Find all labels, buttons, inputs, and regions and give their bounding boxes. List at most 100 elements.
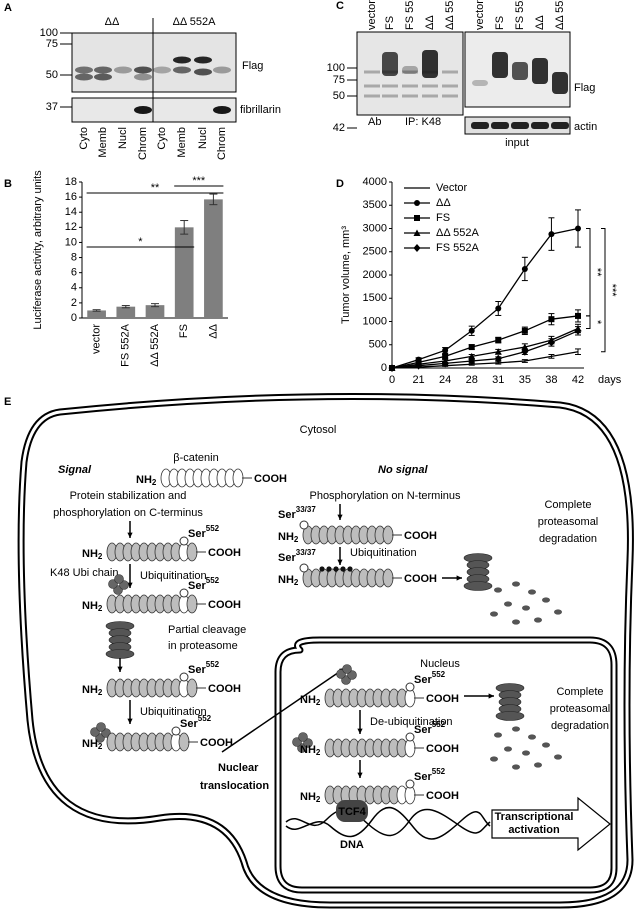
ubiquitin — [342, 664, 352, 674]
point — [521, 265, 528, 272]
marker-label: 50 — [46, 69, 58, 81]
label: β-catenin — [173, 452, 218, 464]
y-tick-label: 3500 — [363, 199, 387, 211]
series-line — [391, 315, 579, 369]
note: IP: K48 — [405, 116, 441, 128]
label-sub: 2 — [98, 604, 103, 613]
label: COOH — [208, 599, 241, 611]
blot — [71, 97, 237, 123]
lane-label: ΔΔ 552A — [444, 0, 456, 30]
label: NH2 — [300, 694, 321, 707]
significance-bracket — [586, 315, 591, 329]
band — [194, 56, 212, 64]
band — [94, 73, 112, 81]
band — [382, 94, 398, 98]
label: De-ubiquitination — [370, 716, 453, 728]
legend-label: ΔΔ 552A — [436, 227, 479, 239]
error-bar — [92, 309, 101, 312]
arrow-head — [127, 582, 133, 588]
band — [442, 84, 458, 88]
lane-label: vector — [366, 0, 378, 30]
y-axis-label: Luciferase activity, arbitrary units — [32, 170, 44, 330]
series-line — [391, 330, 579, 369]
band — [402, 94, 418, 98]
band-label: Flag — [242, 60, 263, 72]
dna — [285, 808, 491, 837]
label: COOH — [426, 743, 459, 755]
x-tick-label: FS 552A — [120, 323, 132, 366]
series-line — [391, 327, 579, 369]
y-tick-label: 0 — [381, 362, 387, 374]
band — [402, 84, 418, 88]
fragment — [528, 734, 536, 740]
point — [442, 353, 449, 360]
arrow-head — [357, 772, 363, 778]
label-base: NH — [300, 744, 316, 756]
repeat-domain — [382, 568, 394, 588]
label: NH2 — [82, 548, 103, 561]
error-bar — [209, 193, 218, 206]
group-label: ΔΔ — [105, 16, 120, 28]
series-line — [391, 227, 579, 369]
repeat-domain — [186, 542, 198, 562]
label: NH2 — [300, 744, 321, 757]
label: K48 Ubi chain — [50, 567, 119, 579]
point — [415, 361, 423, 370]
phospho — [299, 563, 309, 573]
label: Ser552 — [188, 524, 220, 540]
y-tick-label: 2500 — [363, 246, 387, 258]
label: degradation — [539, 533, 597, 545]
phospho — [405, 732, 415, 742]
band — [153, 66, 171, 74]
arrow-head — [127, 532, 133, 538]
label: Nuclear — [218, 762, 259, 774]
error-bar — [121, 305, 130, 309]
band — [511, 122, 529, 129]
band — [75, 73, 93, 81]
lane-label: ΔΔ — [534, 15, 546, 30]
label-base: NH — [136, 474, 152, 486]
label: Partial cleavage — [168, 624, 246, 636]
panel-label: E — [4, 396, 11, 408]
fragment — [504, 601, 512, 607]
label: Ser552 — [414, 670, 446, 686]
note: Ab — [368, 116, 381, 128]
band — [402, 66, 418, 74]
point — [468, 344, 475, 351]
y-tick-label: 0 — [71, 312, 77, 324]
label: Ubiquitination — [140, 706, 207, 718]
fragment — [528, 589, 536, 595]
arrow-head — [337, 514, 343, 520]
band — [194, 68, 212, 76]
band — [491, 122, 509, 129]
lane-label: ΔΔ 552A — [554, 0, 566, 30]
label: Complete — [556, 686, 603, 698]
label-sup: 552 — [206, 524, 220, 533]
label-sub: 2 — [152, 478, 157, 487]
label: Transcriptional — [495, 811, 574, 823]
band — [442, 70, 458, 74]
point — [442, 347, 449, 354]
x-tick-label: 21 — [412, 374, 424, 386]
label: Ser552 — [414, 767, 446, 783]
y-tick-label: 2 — [71, 297, 77, 309]
lane-label: Nucl — [197, 127, 209, 149]
band-label: fibrillarin — [240, 104, 281, 116]
label: degradation — [551, 720, 609, 732]
label-sub: 2 — [316, 748, 321, 757]
x-tick-label: 28 — [466, 374, 478, 386]
compartment-label: Nucleus — [420, 658, 460, 670]
label-base: Ser — [414, 674, 432, 686]
band-label: Flag — [574, 82, 595, 94]
repeat-domain — [186, 594, 198, 614]
marker-label: 75 — [46, 38, 58, 50]
legend-label: Vector — [436, 182, 468, 194]
label-sub: 2 — [316, 795, 321, 804]
band — [402, 70, 418, 74]
error-bar — [151, 303, 159, 308]
point — [574, 326, 582, 335]
label: in proteasome — [168, 640, 238, 652]
panel-label: A — [4, 2, 12, 14]
point — [521, 327, 528, 334]
label-base: Ser — [188, 580, 206, 592]
